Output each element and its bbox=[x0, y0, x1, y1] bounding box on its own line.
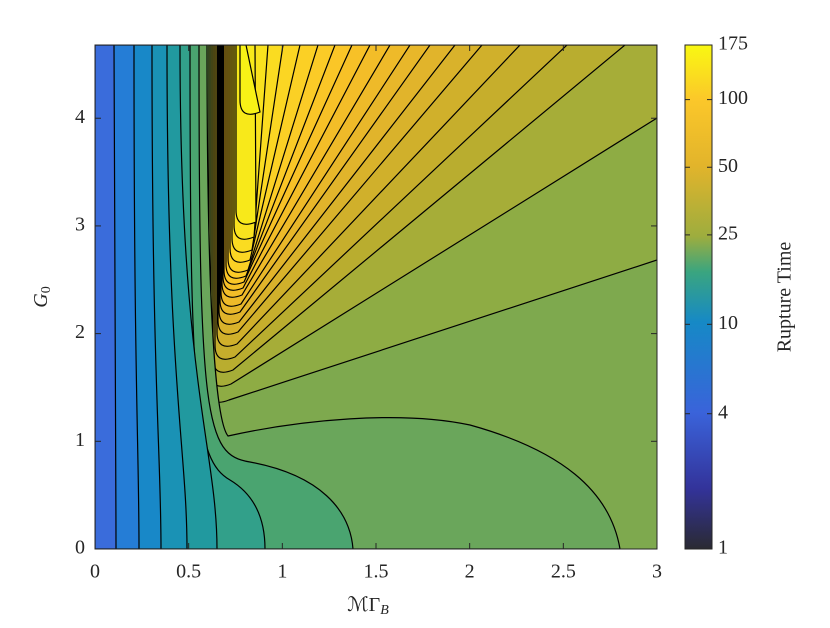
colorbar-label: Rupture Time bbox=[774, 242, 796, 353]
colorbar-tick-label: 100 bbox=[718, 87, 748, 109]
y-tick-label: 1 bbox=[75, 429, 85, 451]
colorbar-tick-label: 175 bbox=[718, 33, 748, 55]
x-tick-label: 0.5 bbox=[176, 561, 201, 583]
colorbar-tick-label: 4 bbox=[718, 401, 728, 423]
contour-region bbox=[95, 45, 117, 549]
y-axis-label-main: G bbox=[30, 293, 52, 308]
x-axis-label-main: ℳΓ bbox=[347, 594, 380, 616]
y-axis-label-sub: 0 bbox=[39, 286, 54, 293]
x-tick-label: 2.5 bbox=[551, 561, 576, 583]
x-tick-label: 3 bbox=[652, 561, 662, 583]
contour-regions bbox=[95, 45, 621, 549]
y-tick-label: 0 bbox=[75, 537, 85, 559]
x-tick-label: 1.5 bbox=[364, 561, 389, 583]
x-tick-label: 1 bbox=[277, 561, 287, 583]
x-axis-label-sub: B bbox=[380, 603, 389, 618]
y-tick-label: 4 bbox=[75, 106, 85, 128]
y-tick-label: 3 bbox=[75, 214, 85, 236]
colorbar-tick-label: 25 bbox=[718, 222, 738, 244]
colorbar-tick-label: 1 bbox=[718, 537, 728, 559]
x-axis-label: ℳΓB bbox=[347, 594, 389, 619]
colorbar-tick-label: 50 bbox=[718, 155, 738, 177]
colorbar bbox=[684, 44, 713, 550]
colorbar-tick-label: 10 bbox=[718, 312, 738, 334]
x-tick-label: 2 bbox=[465, 561, 475, 583]
contour-region bbox=[239, 45, 261, 115]
y-axis-label: G0 bbox=[30, 286, 55, 307]
y-tick-label: 2 bbox=[75, 321, 85, 343]
x-tick-label: 0 bbox=[90, 561, 100, 583]
contour-field bbox=[95, 45, 657, 549]
